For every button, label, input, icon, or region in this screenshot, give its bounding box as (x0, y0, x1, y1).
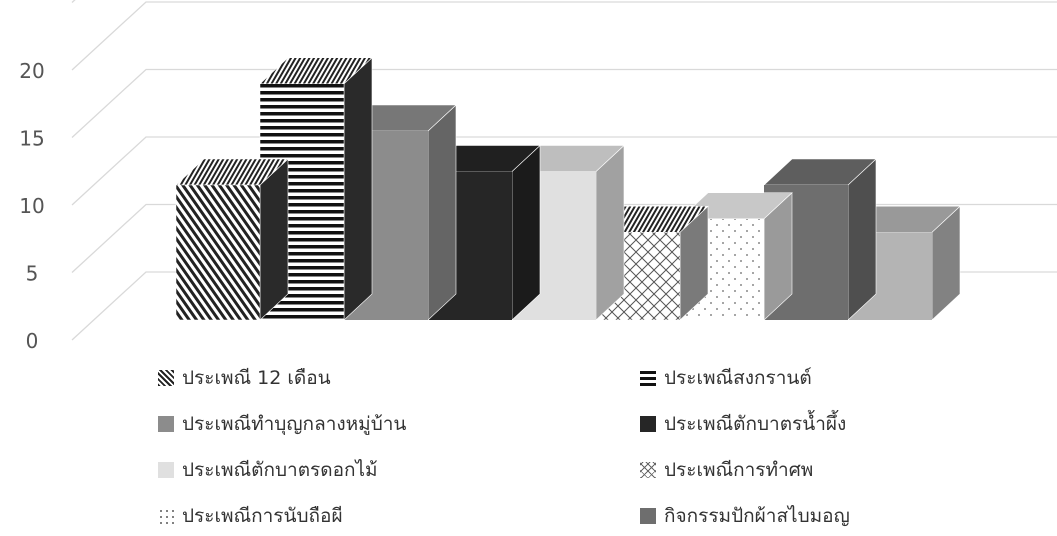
legend-label: ประเพณีตักบาตรน้ำผึ้ง (664, 413, 847, 435)
diagonal-hatch-icon (158, 370, 174, 386)
legend-item: ประเพณีตักบาตรน้ำผึ้ง (640, 410, 1038, 438)
solid-square-icon (158, 462, 174, 478)
legend-label: ประเพณี 12 เดือน (182, 367, 331, 389)
legend-label: ประเพณีการนับถือผี (182, 505, 343, 527)
dotted-icon (158, 508, 174, 524)
y-tick-label: 20 (19, 59, 44, 83)
gridline (71, 68, 1057, 138)
legend-label: ประเพณีการทำศพ (664, 459, 814, 481)
legend-label: ประเพณีตักบาตรดอกไม้ (182, 459, 378, 481)
legend-item: ประเพณีการนับถือผี (158, 502, 640, 530)
legend-item: กิจกรรมปักผ้าสไบมอญ (640, 502, 1038, 530)
legend: ประเพณี 12 เดือน ประเพณีสงกรานต์ประเพณีทำ… (158, 364, 1038, 530)
bar (175, 158, 289, 321)
legend-item: ประเพณีทำบุญกลางหมู่บ้าน (158, 410, 640, 438)
bar-side (259, 158, 289, 321)
horizontal-lines-icon (640, 370, 656, 386)
legend-item: ประเพณีตักบาตรดอกไม้ (158, 456, 640, 484)
y-axis: 0 5 10 15 20 (19, 59, 44, 353)
bar-side (343, 57, 373, 321)
bar-front (175, 184, 261, 321)
bar-side (847, 158, 877, 321)
legend-label: ประเพณีสงกรานต์ (664, 367, 812, 389)
bar-side (595, 144, 625, 321)
y-tick-label: 10 (19, 194, 44, 218)
solid-square-icon (640, 508, 656, 524)
legend-item: ประเพณีสงกรานต์ (640, 364, 1038, 392)
solid-square-icon (640, 416, 656, 432)
bar (763, 158, 877, 321)
legend-label: ประเพณีทำบุญกลางหมู่บ้าน (182, 413, 407, 435)
bars (175, 57, 961, 321)
bar-side (511, 144, 541, 321)
y-tick-label: 15 (19, 127, 44, 151)
crosshatch-icon (640, 462, 656, 478)
legend-label: กิจกรรมปักผ้าสไบมอญ (664, 505, 850, 527)
y-tick-label: 5 (26, 262, 39, 286)
solid-square-icon (158, 416, 174, 432)
y-tick-label: 0 (26, 329, 39, 353)
gridline (71, 136, 1057, 206)
legend-item: ประเพณีการทำศพ (640, 456, 1038, 484)
gridline (71, 1, 1057, 71)
bar-side (427, 104, 457, 321)
legend-item: ประเพณี 12 เดือน (158, 364, 640, 392)
